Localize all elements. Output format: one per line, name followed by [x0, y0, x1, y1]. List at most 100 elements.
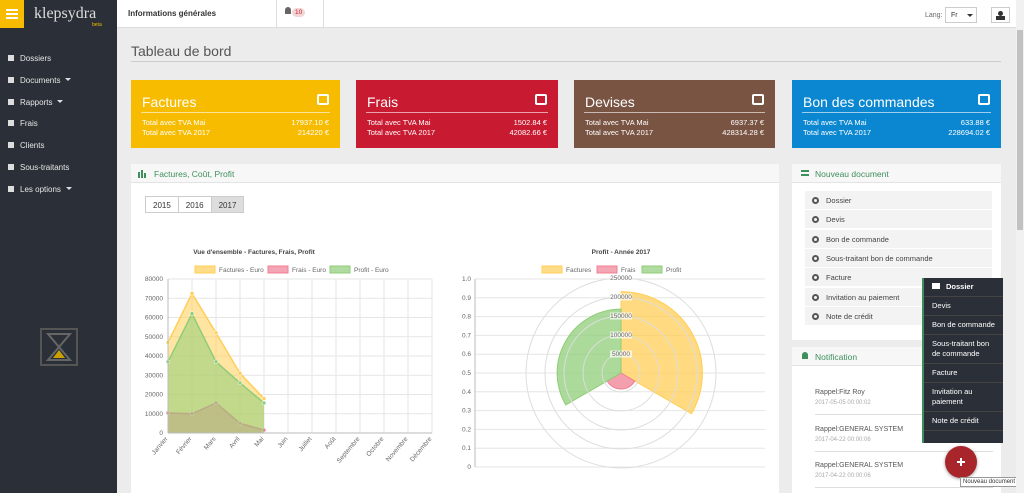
- menu-item[interactable]: Sous-traitant bon de commande: [924, 335, 1003, 364]
- bullet-icon: [812, 254, 819, 262]
- sidebar-icon: [8, 120, 14, 127]
- menu-toggle[interactable]: [0, 0, 24, 28]
- area-fill: [168, 313, 264, 433]
- card-row: Total avec TVA Mai 633.88 €: [803, 118, 990, 127]
- menu-item[interactable]: Note de crédit: [924, 412, 1003, 431]
- sidebar-icon: [8, 76, 14, 83]
- document-link[interactable]: Dossier: [805, 191, 992, 210]
- x-tick-label: Janvier: [151, 435, 170, 456]
- notification-date: 2017-04-22 00:00:06: [815, 436, 871, 443]
- y-tick-label: 20000: [145, 392, 163, 399]
- menu-item[interactable]: Facture: [924, 364, 1003, 383]
- x-tick-label: Février: [175, 435, 194, 456]
- row-label: Total avec TVA 2017: [803, 128, 872, 137]
- bell-icon[interactable]: [285, 7, 291, 14]
- card-row: Total avec TVA 2017 42082.66 €: [367, 128, 547, 137]
- bullet-icon: [812, 293, 819, 301]
- card-icon: [978, 94, 990, 105]
- sidebar-item[interactable]: Dossiers: [20, 54, 51, 63]
- row-value: 228694.02 €: [948, 128, 990, 137]
- polar-sector: [556, 308, 622, 406]
- logo-mark: [40, 328, 78, 366]
- sidebar-item[interactable]: Frais: [20, 119, 38, 128]
- polar-sector: [606, 372, 636, 390]
- menu-item[interactable]: Invitation au paiement: [924, 383, 1003, 412]
- sidebar-item[interactable]: Les options: [20, 185, 72, 194]
- add-button[interactable]: [945, 446, 977, 478]
- year-button[interactable]: 2015: [146, 197, 178, 212]
- x-tick-label: Novembre: [385, 435, 410, 463]
- legend-label: Frais: [621, 267, 636, 274]
- menu-item[interactable]: Devis: [924, 297, 1003, 316]
- y-tick-label: 0.8: [462, 314, 471, 321]
- y-tick-label: 0: [467, 464, 471, 471]
- lang-select[interactable]: Fr: [945, 7, 977, 23]
- panel-title: Nouveau document: [815, 169, 889, 179]
- x-tick-label: Juin: [276, 436, 289, 450]
- caret: [65, 186, 72, 193]
- notification-text: Rappel:GENERAL SYSTEM: [815, 462, 904, 469]
- notification-date: 2017-05-05 00:00:02: [815, 400, 871, 406]
- x-tick-label: Août: [324, 436, 338, 451]
- sidebar-item[interactable]: Clients: [20, 141, 44, 150]
- bullet-icon: [812, 274, 819, 282]
- x-tick-label: Décembre: [409, 435, 434, 463]
- sidebar-icon: [8, 142, 14, 149]
- x-tick-label: Juillet: [297, 436, 313, 453]
- y-tick-label: 40000: [145, 353, 163, 360]
- y-tick-label: 70000: [145, 295, 163, 302]
- y-tick-label: 10000: [145, 411, 163, 418]
- y-tick-label: 0.1: [462, 445, 471, 452]
- row-label: Total avec TVA 2017: [367, 128, 436, 137]
- legend-label: Factures: [566, 267, 592, 274]
- document-link[interactable]: Bon de commande: [805, 229, 992, 249]
- legend-swatch: [329, 265, 351, 274]
- notification-date: 2017-04-22 00:00:06: [815, 473, 871, 479]
- data-point: [237, 380, 243, 386]
- card-row: Total avec TVA 2017 428314.28 €: [585, 128, 764, 137]
- card-divider: [802, 112, 991, 113]
- menu-header[interactable]: Dossier: [924, 278, 1003, 297]
- row-label: Total avec TVA 2017: [142, 128, 211, 137]
- card-divider: [141, 112, 330, 113]
- year-button[interactable]: 2017: [210, 197, 244, 212]
- link-label: Note de crédit: [826, 311, 873, 321]
- legend-swatch: [641, 265, 663, 274]
- sidebar-item[interactable]: Documents: [20, 76, 72, 85]
- card-icon: [752, 94, 764, 105]
- row-label: Total avec TVA Mai: [803, 118, 867, 127]
- legend-label: Frais - Euro: [292, 267, 326, 274]
- radial-tick-bg: [610, 312, 632, 320]
- sidebar-label: Dossiers: [20, 54, 52, 63]
- sidebar-icon: [8, 55, 14, 61]
- sidebar-item[interactable]: Sous-traitants: [20, 163, 69, 172]
- separator: [815, 414, 993, 415]
- separator: [815, 450, 993, 452]
- user-button[interactable]: [991, 7, 1010, 23]
- menu-item[interactable]: Bon de commande: [924, 316, 1003, 335]
- row-label: Total avec TVA Mai: [367, 118, 431, 127]
- lang-label: Lang:: [925, 12, 943, 19]
- legend-swatch: [194, 265, 216, 274]
- document-link[interactable]: Sous-traitant bon de commande: [805, 248, 992, 268]
- data-point: [213, 330, 219, 336]
- row-value: 6937.37 €: [730, 118, 764, 127]
- chart-title: Vue d'ensemble - Factures, Frais, Profit: [193, 249, 315, 256]
- section-title: Informations générales: [128, 9, 217, 18]
- data-point: [189, 311, 195, 316]
- y-tick-label: 1.0: [462, 276, 471, 283]
- y-tick-label: 60000: [145, 315, 163, 322]
- year-button[interactable]: 2016: [177, 197, 211, 212]
- card-title: Bon des commandes: [803, 94, 935, 110]
- row-label: Total avec TVA 2017: [585, 128, 654, 137]
- summary-card: Factures Total avec TVA Mai 17937.10 € Tota…: [131, 80, 340, 148]
- y-tick-label: 0.2: [462, 426, 471, 433]
- sidebar: klepsydra beta Dossiers Documents Rapports…: [0, 0, 117, 493]
- y-tick-label: 0.3: [462, 408, 471, 415]
- document-link[interactable]: Devis: [805, 210, 992, 230]
- y-tick-label: 0.4: [462, 389, 471, 396]
- sidebar-label: Les options: [20, 184, 61, 194]
- caret: [65, 77, 72, 84]
- sidebar-item[interactable]: Rapports: [20, 98, 64, 107]
